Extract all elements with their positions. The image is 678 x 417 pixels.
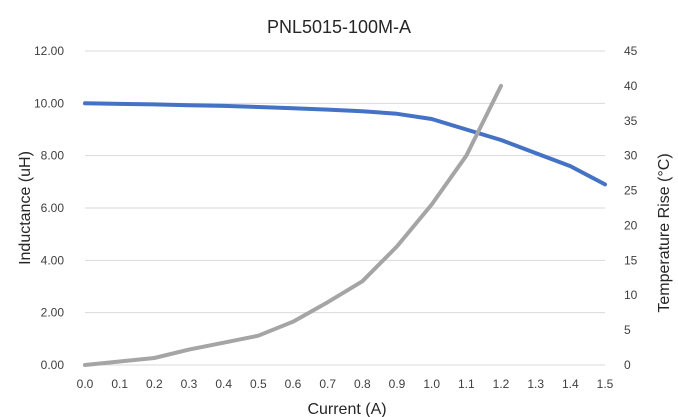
y-tick-label: 0.00 (41, 358, 65, 372)
temperature-rise-line (83, 83, 503, 367)
y2-axis-label: Temperature Rise (°C) (656, 153, 673, 312)
x-tick-label: 0.3 (181, 377, 198, 391)
x-tick-label: 0.4 (215, 377, 232, 391)
series-layer (83, 83, 607, 367)
y-tick-label: 12.00 (34, 44, 64, 58)
x-tick-label: 1.5 (597, 377, 614, 391)
y2-tick-label: 15 (624, 253, 638, 267)
inductance-line (83, 101, 607, 187)
x-tick-label: 0.8 (354, 377, 371, 391)
y-axis-label: Inductance (uH) (17, 151, 34, 265)
x-tick-label: 0.7 (319, 377, 336, 391)
x-tick-label: 1.1 (458, 377, 475, 391)
x-tick-label: 1.0 (423, 377, 440, 391)
y2-tick-label: 20 (624, 218, 638, 232)
x-tick-label: 0.6 (285, 377, 302, 391)
y2-tick-label: 30 (624, 149, 638, 163)
x-tick-label: 0.0 (77, 377, 94, 391)
x-tick-label: 0.2 (146, 377, 163, 391)
y-tick-label: 2.00 (41, 306, 65, 320)
y2-tick-label: 35 (624, 114, 638, 128)
chart-title: PNL5015-100M-A (267, 17, 411, 37)
x-tick-label: 1.4 (562, 377, 579, 391)
y2-tick-label: 10 (624, 288, 638, 302)
y2-tick-label: 0 (624, 358, 631, 372)
y-tick-label: 8.00 (41, 149, 65, 163)
tick-labels: 0.00 2.00 4.00 6.00 8.00 10.00 12.00 0 5 10 15 20 25… (34, 44, 638, 391)
x-axis-label: Current (A) (307, 401, 386, 417)
y2-tick-label: 25 (624, 184, 638, 198)
y-tick-label: 10.00 (34, 96, 64, 110)
x-tick-label: 0.9 (389, 377, 406, 391)
x-tick-label: 1.3 (527, 377, 544, 391)
x-tick-label: 1.2 (493, 377, 510, 391)
y2-tick-label: 5 (624, 323, 631, 337)
x-tick-label: 0.5 (250, 377, 267, 391)
y2-tick-label: 40 (624, 79, 638, 93)
y-tick-label: 6.00 (41, 201, 65, 215)
x-tick-label: 0.1 (111, 377, 128, 391)
y-tick-label: 4.00 (41, 253, 65, 267)
gridlines (85, 50, 605, 366)
y2-tick-label: 45 (624, 44, 638, 58)
